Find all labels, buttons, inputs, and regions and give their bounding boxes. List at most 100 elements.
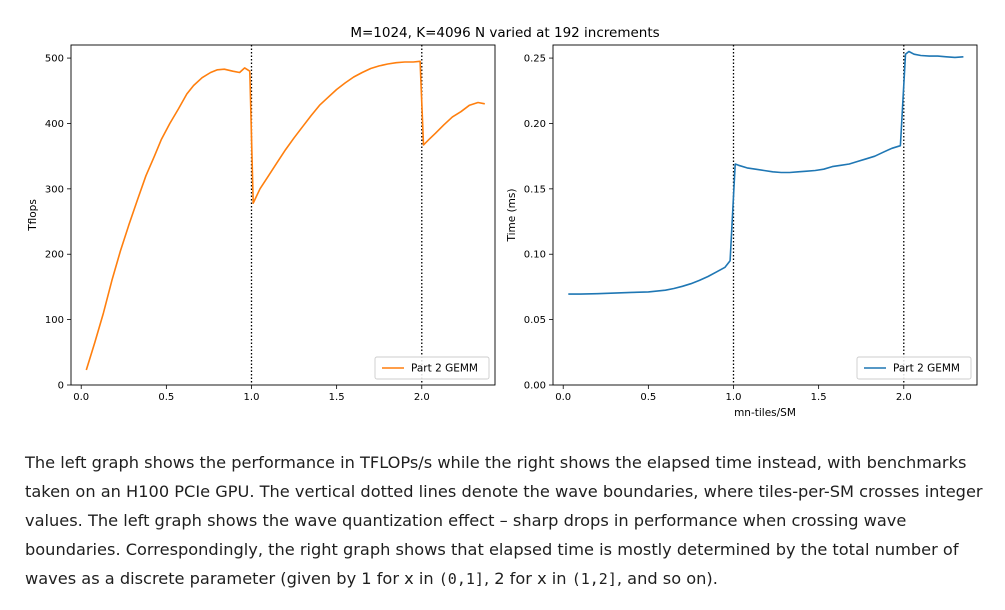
data-point xyxy=(145,175,147,177)
data-point xyxy=(484,103,486,105)
data-point xyxy=(690,283,692,285)
data-point xyxy=(874,155,876,157)
data-point xyxy=(772,171,774,173)
data-point xyxy=(336,89,338,91)
x-tick-label: 1.0 xyxy=(244,392,260,403)
y-tick-label: 100 xyxy=(45,315,64,326)
caption-text-1: The left graph shows the performance in … xyxy=(25,453,983,588)
data-point xyxy=(435,133,437,135)
data-point xyxy=(597,293,599,295)
legend-box xyxy=(374,356,490,380)
data-point xyxy=(353,76,355,78)
legend-box xyxy=(856,356,972,380)
x-tick-label: 0.5 xyxy=(158,392,174,403)
data-point xyxy=(210,72,212,74)
x-tick-label: 1.5 xyxy=(811,392,827,403)
data-point xyxy=(239,72,241,74)
data-point xyxy=(443,124,445,126)
data-point xyxy=(891,148,893,150)
data-point xyxy=(814,170,816,172)
y-tick-label: 200 xyxy=(45,250,64,261)
x-tick-label: 0.5 xyxy=(640,392,656,403)
data-point xyxy=(395,62,397,64)
y-tick-label: 400 xyxy=(45,119,64,130)
y-tick-label: 500 xyxy=(45,54,64,65)
data-point xyxy=(631,292,633,294)
data-point xyxy=(423,144,425,146)
data-point xyxy=(857,161,859,163)
x-tick-label: 2.0 xyxy=(896,392,912,403)
data-point xyxy=(937,55,939,57)
data-point xyxy=(378,65,380,67)
data-point xyxy=(840,165,842,167)
data-point xyxy=(908,51,910,53)
data-point xyxy=(568,293,570,295)
data-point xyxy=(244,67,246,69)
caption-text-2: , 2 for x in xyxy=(483,569,572,588)
figure: M=1024, K=4096 N varied at 192 increment… xyxy=(27,25,978,419)
data-point xyxy=(469,104,471,106)
data-point xyxy=(276,162,278,164)
plot-frame xyxy=(70,44,496,386)
data-point xyxy=(648,291,650,293)
data-point xyxy=(285,149,287,151)
data-point xyxy=(734,163,736,165)
x-tick-label: 1.5 xyxy=(329,392,345,403)
data-point xyxy=(883,151,885,153)
data-point xyxy=(137,199,139,201)
data-point xyxy=(103,312,105,314)
x-tick-label: 2.0 xyxy=(414,392,430,403)
data-point xyxy=(920,55,922,57)
caption-text-3: , and so on). xyxy=(616,569,718,588)
data-point xyxy=(259,188,261,190)
data-point xyxy=(193,85,195,87)
data-point xyxy=(232,70,234,72)
legend-label: Part 2 GEMM xyxy=(411,363,478,375)
y-axis-label: Time (ms) xyxy=(506,189,518,243)
caption-code-1: (0,1] xyxy=(438,570,484,588)
data-point xyxy=(86,369,88,371)
caption-code-2: (1,2] xyxy=(571,570,617,588)
data-point xyxy=(268,175,270,177)
data-point xyxy=(832,166,834,168)
data-point xyxy=(160,139,162,141)
data-point xyxy=(673,288,675,290)
y-tick-label: 0.20 xyxy=(524,119,546,130)
y-tick-label: 0.25 xyxy=(524,54,546,65)
data-point xyxy=(913,53,915,55)
series-line-1 xyxy=(568,50,964,295)
data-point xyxy=(789,172,791,174)
y-tick-label: 0 xyxy=(58,381,64,392)
data-point xyxy=(370,68,372,70)
figure-suptitle: M=1024, K=4096 N varied at 192 increment… xyxy=(350,25,659,41)
data-point xyxy=(361,72,363,74)
data-point xyxy=(724,267,726,269)
data-point xyxy=(780,172,782,174)
legend-label: Part 2 GEMM xyxy=(893,363,960,375)
caption-paragraph: The left graph shows the performance in … xyxy=(25,448,990,594)
data-point xyxy=(128,224,130,226)
x-tick-label: 1.0 xyxy=(726,392,742,403)
series-line-1 xyxy=(85,60,485,371)
data-point xyxy=(614,292,616,294)
data-point xyxy=(302,126,304,128)
data-point xyxy=(905,53,907,55)
data-point xyxy=(252,202,254,204)
data-point xyxy=(428,139,430,141)
legend: Part 2 GEMM xyxy=(374,356,490,380)
data-point xyxy=(929,55,931,57)
data-point xyxy=(94,342,96,344)
y-tick-label: 300 xyxy=(45,184,64,195)
data-point xyxy=(327,97,329,99)
data-point xyxy=(217,69,219,71)
data-point xyxy=(169,123,171,125)
data-point xyxy=(738,165,740,167)
left-chart-tflops: 0.0 0.5 1.0 1.5 2.0 0 100 200 300 400 500 Tflops Par… xyxy=(27,44,496,403)
data-point xyxy=(699,280,701,282)
data-point xyxy=(310,115,312,117)
y-tick-label: 0.05 xyxy=(524,315,546,326)
data-point xyxy=(763,170,765,172)
data-point xyxy=(746,167,748,169)
data-point xyxy=(452,116,454,118)
data-point xyxy=(682,286,684,288)
